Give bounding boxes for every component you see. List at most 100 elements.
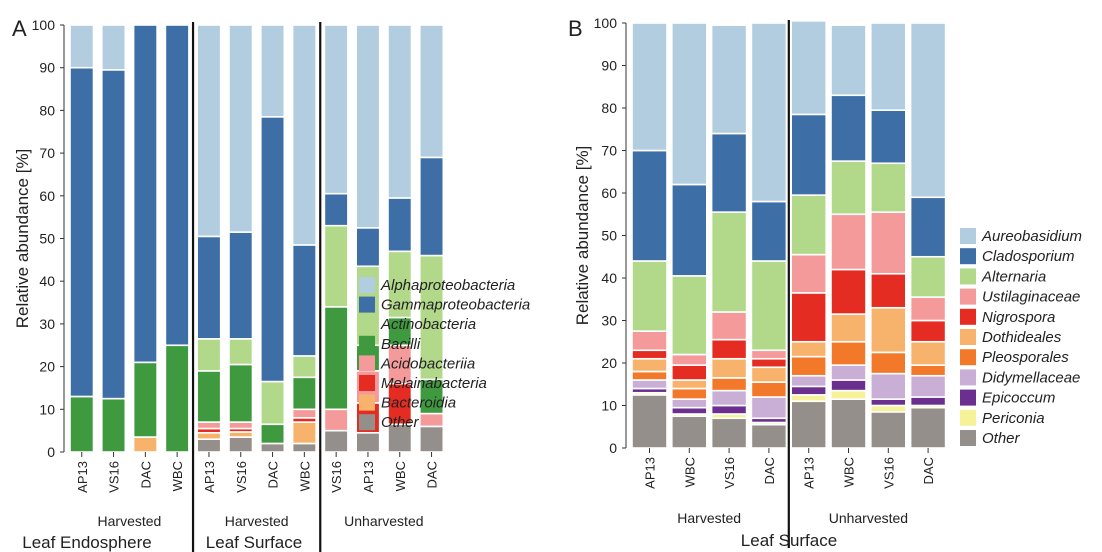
panel-b-group-label: Unharvested [829, 510, 908, 526]
panel-b-chart: B 0 10 20 30 40 50 60 70 80 90 100 Relative abundan… [568, 15, 1082, 550]
panel-a-bar-segment-gammaproteobacteria [387, 197, 413, 253]
panel-a-bar-segment-actinobacteria [323, 224, 349, 308]
panel-a-bar-segment-bacilli [196, 370, 222, 423]
panel-b-bar-segment-dothideales [631, 357, 668, 373]
panel-b-bar-segment-cladosporium [790, 113, 828, 196]
panel-a-category-label: WBC [297, 461, 312, 491]
panel-a-legend-label: Other [381, 414, 420, 431]
panel-b-bar-segment-aureobasidium [631, 22, 668, 152]
panel-a-category-label: WBC [393, 461, 408, 491]
panel-b-bar-segment-pleosporales [869, 351, 907, 375]
panel-a-category-label: VS16 [107, 461, 122, 493]
panel-b-bar-segment-didymellaceae [710, 389, 748, 407]
panel-a-legend-swatch [359, 316, 375, 333]
panel-a-legend-swatch [359, 277, 375, 293]
panel-b-bar-segment-other [909, 406, 947, 449]
panel-a-y-tick-label: 10 [39, 401, 55, 417]
panel-b-bar-segment-aureobasidium [909, 22, 947, 199]
panel-a-bar-segment-acidobacteriia [418, 412, 445, 428]
panel-a-bar-segment-gammaproteobacteria [291, 244, 317, 357]
panel-b-bar-segment-didymellaceae [830, 364, 867, 381]
panel-b-bar-segment-other [830, 398, 867, 449]
panel-b-bar-segment-nigrospora [631, 349, 668, 360]
panel-b-legend-swatch [960, 288, 976, 305]
panel-a-group-label: Unharvested [344, 513, 423, 529]
panel-b-legend-swatch [960, 409, 976, 426]
panel-b-bar-segment-pleosporales [750, 381, 788, 398]
panel-b-bar-segment-didymellaceae [631, 379, 668, 390]
panel-b-bar-segment-epicoccum [790, 385, 828, 396]
panel-b-bar-segment-nigrospora [710, 338, 748, 360]
panel-b-bar-segment-ustilaginaceae [710, 311, 748, 341]
panel-b-y-tick-label: 30 [601, 313, 617, 329]
panel-a-bar-segment-bacteroidia [291, 421, 317, 445]
panel-a-bar-segment-gammaproteobacteria [101, 69, 127, 400]
panel-a-y-tick-label: 60 [39, 188, 55, 204]
panel-b-bar-segment-nigrospora [670, 364, 708, 381]
panel-a-y-tick-label: 50 [39, 231, 55, 247]
panel-a-group-label: Harvested [225, 513, 289, 529]
panel-b-y-tick-label: 40 [601, 270, 617, 286]
panel-a-y-tick-label: 40 [39, 273, 55, 289]
panel-a-bar-segment-gammaproteobacteria [228, 231, 254, 340]
panel-b-bar-segment-other [869, 411, 907, 449]
panel-b-bar-segment-nigrospora [830, 268, 867, 315]
panel-b-bar-segment-alternaria [631, 260, 668, 332]
panel-b-section-label: Leaf Surface [741, 531, 837, 550]
panel-a-bar-segment-gammaproteobacteria [69, 66, 95, 398]
panel-b-legend-label: Alternaria [981, 268, 1046, 285]
panel-a-section-label: Leaf Surface [206, 533, 302, 552]
panel-b-bar-segment-pleosporales [670, 387, 708, 400]
panel-b-legend-swatch [960, 329, 976, 345]
panel-b-bar-segment-alternaria [909, 255, 947, 298]
panel-a-bar-segment-bacteroidia [132, 436, 158, 453]
panel-b-y-tick-label: 70 [601, 143, 617, 159]
panel-b-bar-segment-didymellaceae [750, 396, 788, 420]
panel-b-bar-segment-dothideales [750, 366, 788, 383]
panel-b-letter: B [568, 16, 583, 41]
panel-a-bar-segment-acidobacteriia [228, 421, 254, 430]
panel-a-bar-segment-other [228, 436, 254, 453]
panel-a-legend-swatch [359, 394, 375, 411]
panel-a-bar-segment-alphaproteobacteria [418, 24, 445, 159]
panel-a-y-tick-label: 0 [47, 444, 55, 460]
panel-a-bar-segment-alphaproteobacteria [323, 24, 349, 195]
panel-a-bar-segment-actinobacteria [228, 338, 254, 366]
panel-b-bar-segment-pleosporales [631, 370, 668, 381]
panel-b-bar-segment-cladosporium [869, 109, 907, 165]
panel-b-legend-label: Cladosporium [982, 248, 1075, 265]
panel-b-y-tick-label: 50 [601, 228, 617, 244]
panel-b-bar-segment-ustilaginaceae [909, 296, 947, 322]
panel-a-bar-segment-other [355, 431, 381, 453]
panel-a-bar-segment-other [259, 442, 286, 453]
panel-b-legend-label: Nigrospora [982, 309, 1055, 326]
panel-b-legend-swatch [960, 369, 976, 386]
panel-a-bar-segment-alphaproteobacteria [355, 24, 381, 229]
panel-b-legend-swatch [960, 389, 976, 406]
panel-b-bar-segment-dothideales [909, 340, 947, 366]
panel-b-y-tick-label: 0 [609, 440, 617, 456]
panel-b-legend-label: Dothideales [982, 329, 1062, 346]
panel-a-bar-segment-alphaproteobacteria [291, 24, 317, 246]
panel-b-bar-segment-ustilaginaceae [631, 330, 668, 352]
panel-b-bar-segment-pleosporales [710, 377, 748, 392]
panel-b-bar-segment-didymellaceae [909, 374, 947, 398]
panel-a-legend-swatch [359, 355, 375, 372]
panel-b-bar-segment-ustilaginaceae [790, 253, 828, 294]
panel-b-bar-segment-cladosporium [631, 149, 668, 262]
panel-a-legend-label: Gammaproteobacteria [381, 297, 530, 314]
panel-b-legend-swatch [960, 228, 976, 244]
panel-b-bar-segment-dothideales [830, 313, 867, 343]
panel-b-y-tick-label: 10 [601, 398, 617, 414]
panel-b-y-tick-label: 60 [601, 185, 617, 201]
panel-a-letter: A [12, 16, 27, 41]
panel-b-bar-segment-cladosporium [830, 94, 867, 162]
panel-b-bar-segment-didymellaceae [869, 372, 907, 400]
panel-b-bar-segment-epicoccum [909, 396, 947, 407]
panel-b-bar-segment-nigrospora [750, 357, 788, 369]
panel-b-legend-label: Ustilaginaceae [982, 289, 1080, 306]
panel-b-bar-segment-aureobasidium [670, 22, 708, 186]
panel-b-bar-segment-cladosporium [710, 132, 748, 213]
panel-b-bar-segment-didymellaceae [790, 374, 828, 388]
